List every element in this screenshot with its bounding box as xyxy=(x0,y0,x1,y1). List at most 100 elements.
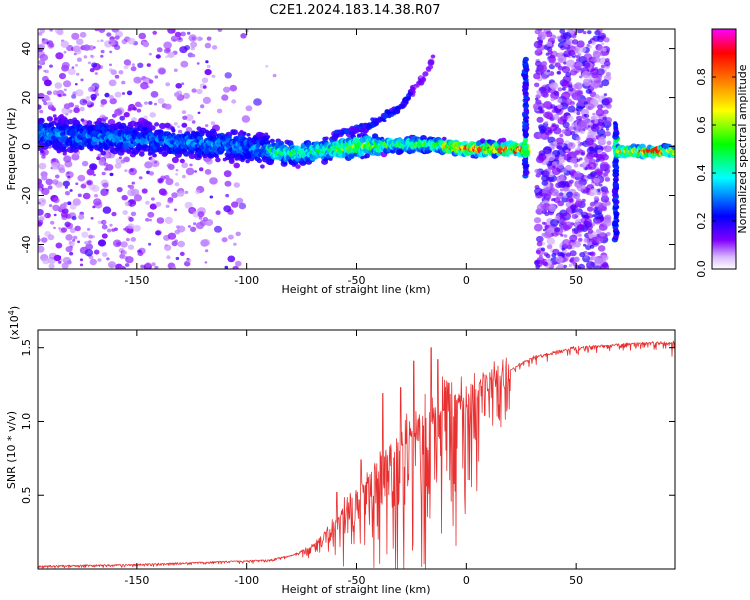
spectrogram-cell xyxy=(575,105,583,112)
spectrogram-cell xyxy=(225,193,230,198)
spectrogram-cell xyxy=(563,61,567,65)
spectrogram-cell xyxy=(604,58,610,63)
spectrogram-cell xyxy=(541,192,547,197)
spectrogram-cell xyxy=(224,72,232,79)
spectrogram-cell xyxy=(167,198,174,204)
spectrogram-cell xyxy=(41,155,46,159)
spectrogram-cell xyxy=(144,140,149,145)
x-tick-label: -100 xyxy=(234,574,259,587)
spectrogram-cell xyxy=(563,225,570,231)
spectrogram-cell xyxy=(603,109,609,115)
spectrogram-cell xyxy=(123,156,130,163)
spectrogram-cell xyxy=(266,135,271,139)
spectrogram-cell xyxy=(559,29,566,34)
spectrogram-cell xyxy=(55,242,63,249)
spectrogram-cell xyxy=(584,167,588,171)
spectrogram-cell xyxy=(576,40,585,48)
spectrogram-cell xyxy=(147,211,155,218)
spectrogram-cell xyxy=(593,177,600,184)
spectrogram-cell xyxy=(77,193,82,198)
spectrogram-cell xyxy=(566,59,575,68)
spectrogram-cell xyxy=(90,93,97,100)
spectrogram-cell xyxy=(62,180,70,187)
spectrogram-cell xyxy=(82,44,91,51)
spectrogram-cell xyxy=(184,45,191,51)
spectrogram-cell xyxy=(583,243,587,247)
spectrogram-cell xyxy=(171,192,178,199)
spectrogram-cell xyxy=(479,138,486,144)
spectrogram-cell xyxy=(49,64,53,68)
spectrogram-cell xyxy=(583,62,591,68)
spectrogram-cell xyxy=(43,69,47,73)
spectrogram-cell xyxy=(96,39,100,43)
spectrogram-cell xyxy=(544,195,551,201)
spectrogram-cell xyxy=(118,156,122,159)
spectrogram-cell xyxy=(201,77,209,84)
spectrogram-cell xyxy=(547,50,553,55)
spectrogram-cell xyxy=(328,157,333,161)
spectrogram-cell xyxy=(141,188,148,194)
spectrogram-cell xyxy=(205,124,209,128)
spectrogram-cell xyxy=(149,112,156,118)
spectrogram-cell xyxy=(67,175,71,179)
spectrogram-cell xyxy=(550,218,559,227)
spectrogram-cell xyxy=(55,52,64,60)
spectrogram-cell xyxy=(184,190,189,194)
spectrogram-cell xyxy=(199,127,207,134)
spectrogram-cell xyxy=(187,31,191,35)
spectrogram-cell xyxy=(102,206,112,214)
spectrogram-cell xyxy=(148,79,154,84)
spectrogram-cell xyxy=(193,222,197,226)
spectrogram-cell xyxy=(67,201,72,205)
spectrogram-cell xyxy=(154,75,159,79)
spectrogram-cell xyxy=(228,234,234,240)
spectrogram-cell xyxy=(106,32,112,37)
spectrogram-cell xyxy=(87,240,92,244)
spectrogram-cell xyxy=(148,242,152,246)
spectrogram-cell xyxy=(202,216,208,222)
spectrogram-cell xyxy=(118,265,127,269)
spectrogram-cell xyxy=(177,190,185,197)
spectrogram-cell xyxy=(577,141,581,144)
spectrogram-cell xyxy=(550,91,560,100)
spectrogram-cell xyxy=(420,135,427,141)
spectrogram-cell xyxy=(575,136,581,141)
spectrogram-cell xyxy=(562,168,568,174)
spectrogram-cell xyxy=(63,93,67,97)
spectrogram-cell xyxy=(331,134,339,141)
spectrogram-cell xyxy=(181,82,185,85)
spectrogram-cell xyxy=(51,120,57,125)
spectrogram-cell xyxy=(48,204,53,208)
spectrogram-cell xyxy=(427,59,435,66)
spectrogram-cell xyxy=(587,252,592,256)
spectrogram-cell xyxy=(115,35,120,40)
spectrogram-cell xyxy=(97,153,102,158)
spectrogram-cell xyxy=(552,165,556,169)
spectrogram-cell xyxy=(574,129,579,134)
spectrogram-cell xyxy=(597,204,605,211)
spectrogram-cell xyxy=(49,29,53,32)
spectrogram-cell xyxy=(101,224,108,230)
spectrogram-cell xyxy=(558,57,564,62)
spectrogram-cell xyxy=(165,82,171,87)
spectrogram-cell xyxy=(101,233,108,239)
spectrogram-cell xyxy=(137,251,144,257)
spectrogram-cell xyxy=(396,105,401,110)
spectrogram-cell xyxy=(164,244,172,251)
spectrogram-cell xyxy=(73,107,80,114)
spectrogram-cell xyxy=(47,185,53,190)
spectrogram-cell xyxy=(173,68,178,72)
spectrogram-cell xyxy=(45,178,53,185)
spectrogram-cell xyxy=(144,101,148,105)
spectrogram-cell xyxy=(588,146,595,152)
x-tick-label: 50 xyxy=(569,274,583,287)
spectrogram-cell xyxy=(242,131,247,135)
x-tick-label: 0 xyxy=(463,274,470,287)
spectrogram-cell xyxy=(221,94,229,101)
spectrogram-cell xyxy=(126,62,132,66)
spectrogram-cell xyxy=(94,72,98,75)
spectrogram-cell xyxy=(360,127,365,132)
colorbar-tick-label: 0.8 xyxy=(695,68,708,86)
spectrogram-cell xyxy=(231,99,237,104)
spectrogram-cell xyxy=(278,140,285,146)
